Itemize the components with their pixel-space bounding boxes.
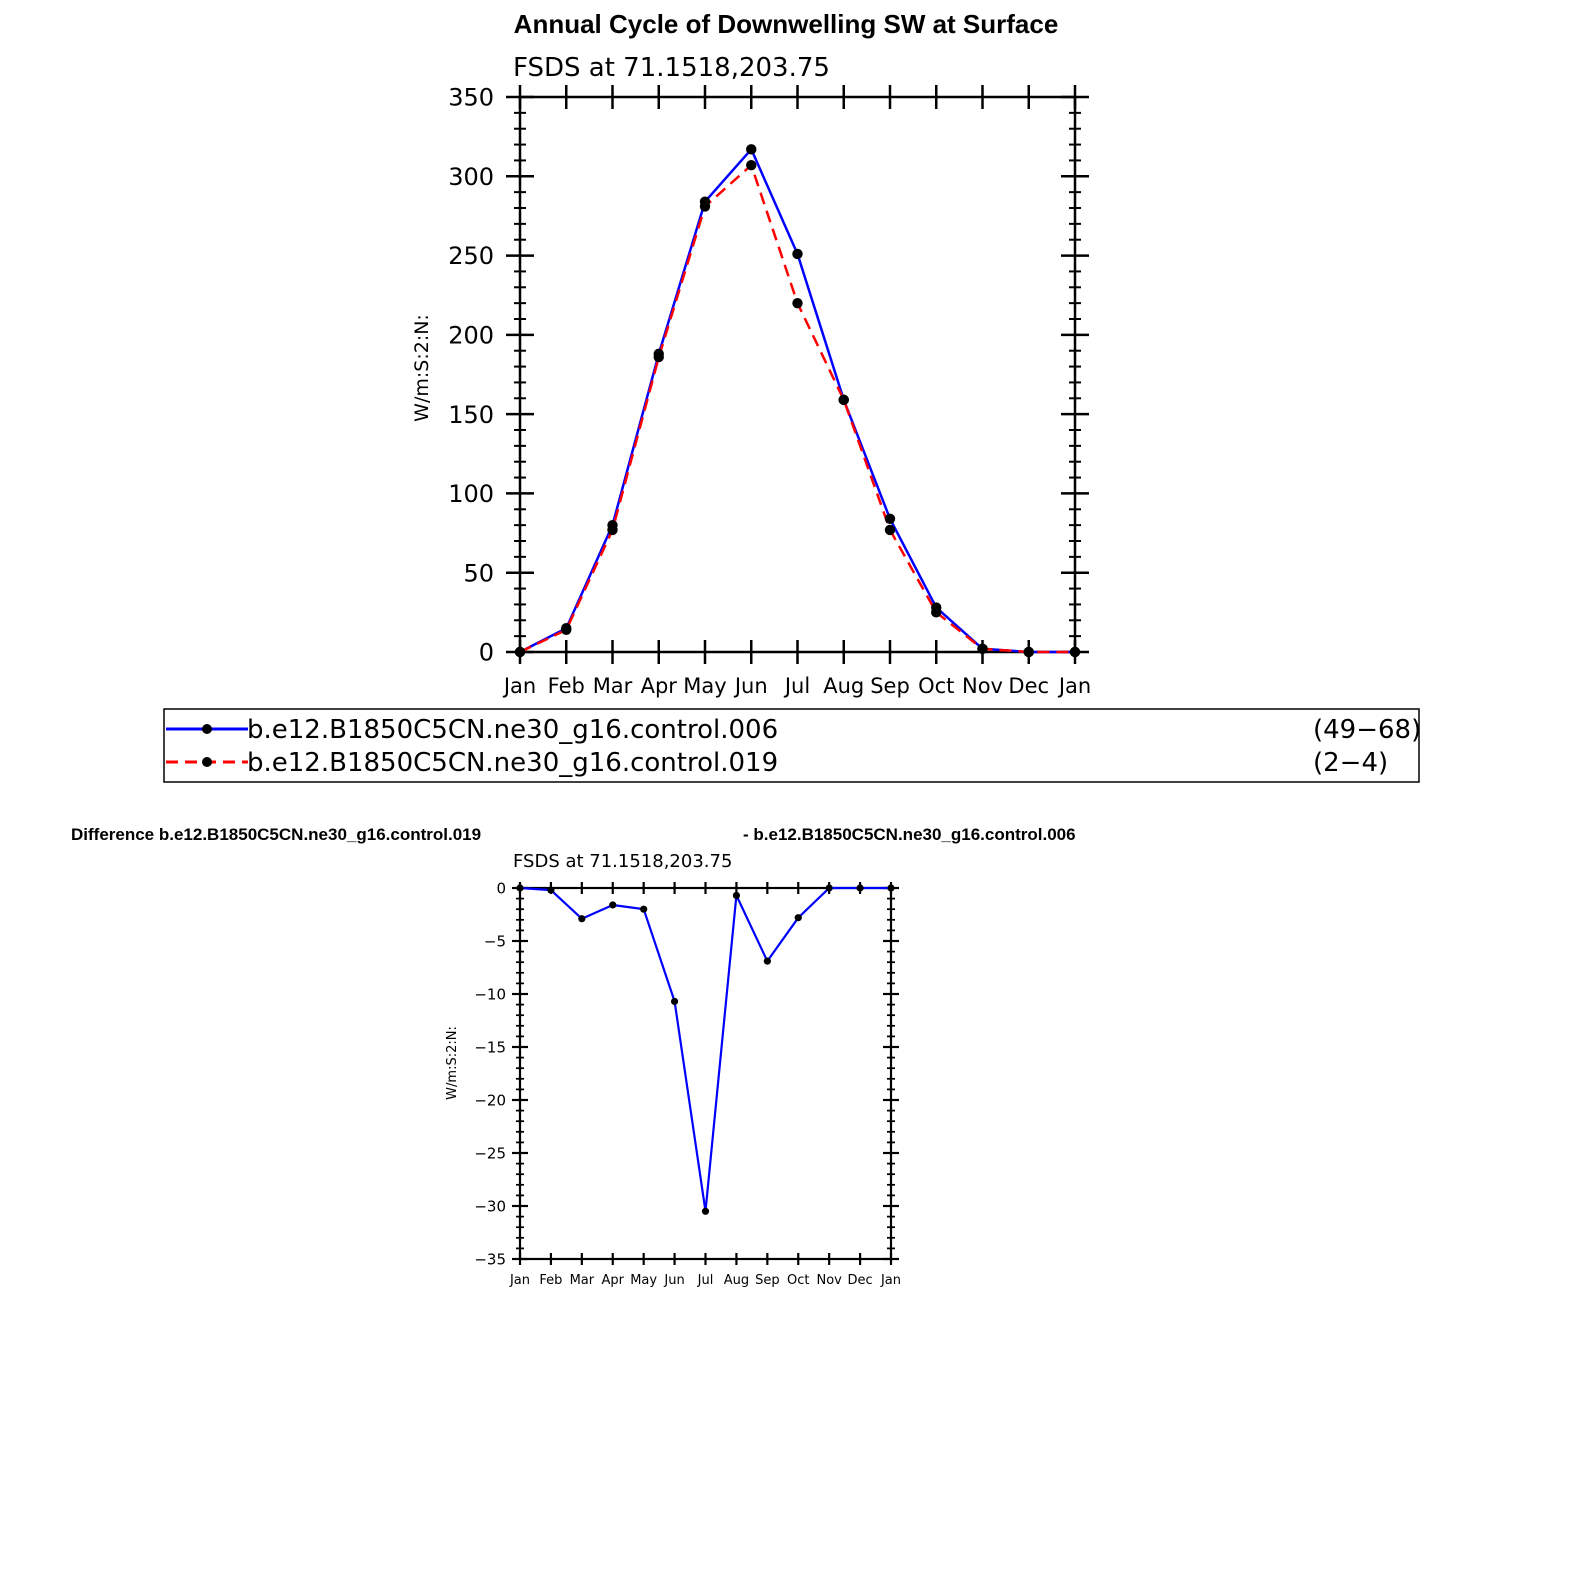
data-point-series-2 <box>746 159 757 171</box>
y-tick-label: 350 <box>448 84 494 112</box>
data-point-series-2 <box>884 524 896 536</box>
legend-frame <box>163 708 1420 783</box>
data-point-series-2 <box>1069 646 1081 658</box>
tick-marks: 0 50 100 150 200 250 300 350 Jan Feb Mar Apr May Jun J… <box>448 84 1091 698</box>
legend: b.e12.B1850C5CN.ne30_g16.control.006 (49… <box>163 708 1421 783</box>
data-point-series-2 <box>838 394 849 406</box>
data-point-series-1 <box>516 884 524 892</box>
x-tick-label: Sep <box>870 674 910 698</box>
data-point-series-1 <box>746 144 757 155</box>
y-axis-label: W/m:S:2:N: <box>411 314 433 422</box>
data-point-series-1 <box>825 884 833 892</box>
y-tick-label: 150 <box>448 401 494 429</box>
data-point-series-2 <box>653 351 664 363</box>
x-tick-label: Jul <box>783 674 810 698</box>
data-point-series-1 <box>547 886 555 894</box>
series-layer <box>514 144 1081 658</box>
data-point-series-1 <box>578 915 586 923</box>
x-tick-label: Dec <box>848 1273 873 1288</box>
data-point-series-1 <box>792 248 803 260</box>
legend-marker-series-2 <box>202 757 212 767</box>
x-tick-label: Feb <box>548 674 585 698</box>
x-tick-label: May <box>630 1273 657 1288</box>
series-line-1 <box>519 886 891 1213</box>
data-point-series-2 <box>977 643 988 655</box>
x-tick-label: Jan <box>502 674 536 698</box>
series-line-1 <box>519 148 1075 654</box>
difference-series-layer <box>516 884 895 1215</box>
x-tick-label: Mar <box>570 1273 595 1288</box>
data-point-series-2 <box>607 524 618 536</box>
y-tick-label: 300 <box>448 163 494 191</box>
y-tick-label: 200 <box>448 321 494 349</box>
data-point-series-2 <box>931 607 942 618</box>
annual-cycle-chart: Annual Cycle of Downwelling SW at Surfac… <box>411 9 1091 698</box>
x-tick-label: Jan <box>509 1273 530 1288</box>
data-point-series-2 <box>561 624 572 635</box>
data-point-series-1 <box>640 905 648 913</box>
data-point-series-1 <box>887 884 895 892</box>
x-tick-label: Nov <box>816 1273 842 1288</box>
y-tick-label: −10 <box>474 985 506 1003</box>
x-tick-label: Oct <box>787 1273 809 1288</box>
x-tick-label: Dec <box>1008 674 1049 698</box>
legend-marker-series-1 <box>202 724 212 734</box>
x-tick-label: Sep <box>755 1273 780 1288</box>
legend-years-series-2: (2−4) <box>1313 748 1388 778</box>
y-tick-label: 0 <box>479 639 494 667</box>
x-tick-label: May <box>683 674 726 698</box>
x-tick-label: Jan <box>1057 674 1091 698</box>
data-point-series-1 <box>609 901 617 909</box>
data-point-series-2 <box>792 297 803 309</box>
y-tick-label: −20 <box>474 1091 506 1109</box>
x-tick-label: Jun <box>663 1273 684 1288</box>
series-line-2 <box>519 163 1075 654</box>
legend-label-series-2: b.e12.B1850C5CN.ne30_g16.control.019 <box>247 748 778 778</box>
x-tick-label: Oct <box>918 674 954 698</box>
data-point-series-2 <box>514 646 526 658</box>
legend-label-series-1: b.e12.B1850C5CN.ne30_g16.control.006 <box>247 715 778 745</box>
difference-y-axis-label: W/m:S:2:N: <box>445 1026 460 1100</box>
x-tick-label: Jul <box>697 1273 714 1288</box>
data-point-series-2 <box>1023 646 1034 658</box>
y-tick-label: 250 <box>448 242 494 270</box>
x-tick-label: Aug <box>724 1273 749 1288</box>
y-tick-label: 100 <box>448 480 494 508</box>
plot-border <box>518 95 1077 654</box>
y-tick-label: −35 <box>474 1250 506 1268</box>
chart-subtitle: FSDS at 71.1518,203.75 <box>513 53 830 83</box>
x-tick-label: Feb <box>539 1273 562 1288</box>
x-tick-label: Apr <box>641 674 678 698</box>
y-tick-label: −5 <box>484 932 506 950</box>
y-tick-label: −25 <box>474 1144 506 1162</box>
y-tick-label: 50 <box>463 559 494 587</box>
y-tick-label: −15 <box>474 1038 506 1056</box>
data-point-series-2 <box>699 201 711 212</box>
x-tick-label: Aug <box>823 674 864 698</box>
data-point-series-1 <box>670 997 679 1006</box>
data-point-series-1 <box>884 513 896 524</box>
difference-chart: Difference b.e12.B1850C5CN.ne30_g16.cont… <box>71 825 1076 1288</box>
difference-title-left: Difference b.e12.B1850C5CN.ne30_g16.cont… <box>71 825 481 844</box>
x-tick-label: Jun <box>733 674 768 698</box>
legend-years-series-1: (49−68) <box>1313 715 1421 745</box>
data-point-series-1 <box>763 957 771 965</box>
difference-subtitle: FSDS at 71.1518,203.75 <box>513 851 732 872</box>
y-tick-label: −30 <box>474 1197 506 1215</box>
data-point-series-1 <box>794 914 802 922</box>
x-tick-label: Apr <box>602 1273 625 1288</box>
data-point-series-1 <box>732 891 741 900</box>
data-point-series-1 <box>856 884 864 892</box>
x-tick-label: Mar <box>593 674 633 698</box>
chart-title: Annual Cycle of Downwelling SW at Surfac… <box>514 9 1059 39</box>
x-tick-label: Nov <box>962 674 1003 698</box>
y-tick-label: 0 <box>496 879 506 897</box>
x-tick-label: Jan <box>880 1273 901 1288</box>
plot-frame <box>518 95 1077 654</box>
difference-title-right: - b.e12.B1850C5CN.ne30_g16.control.006 <box>743 825 1076 844</box>
data-point-series-1 <box>701 1207 710 1215</box>
